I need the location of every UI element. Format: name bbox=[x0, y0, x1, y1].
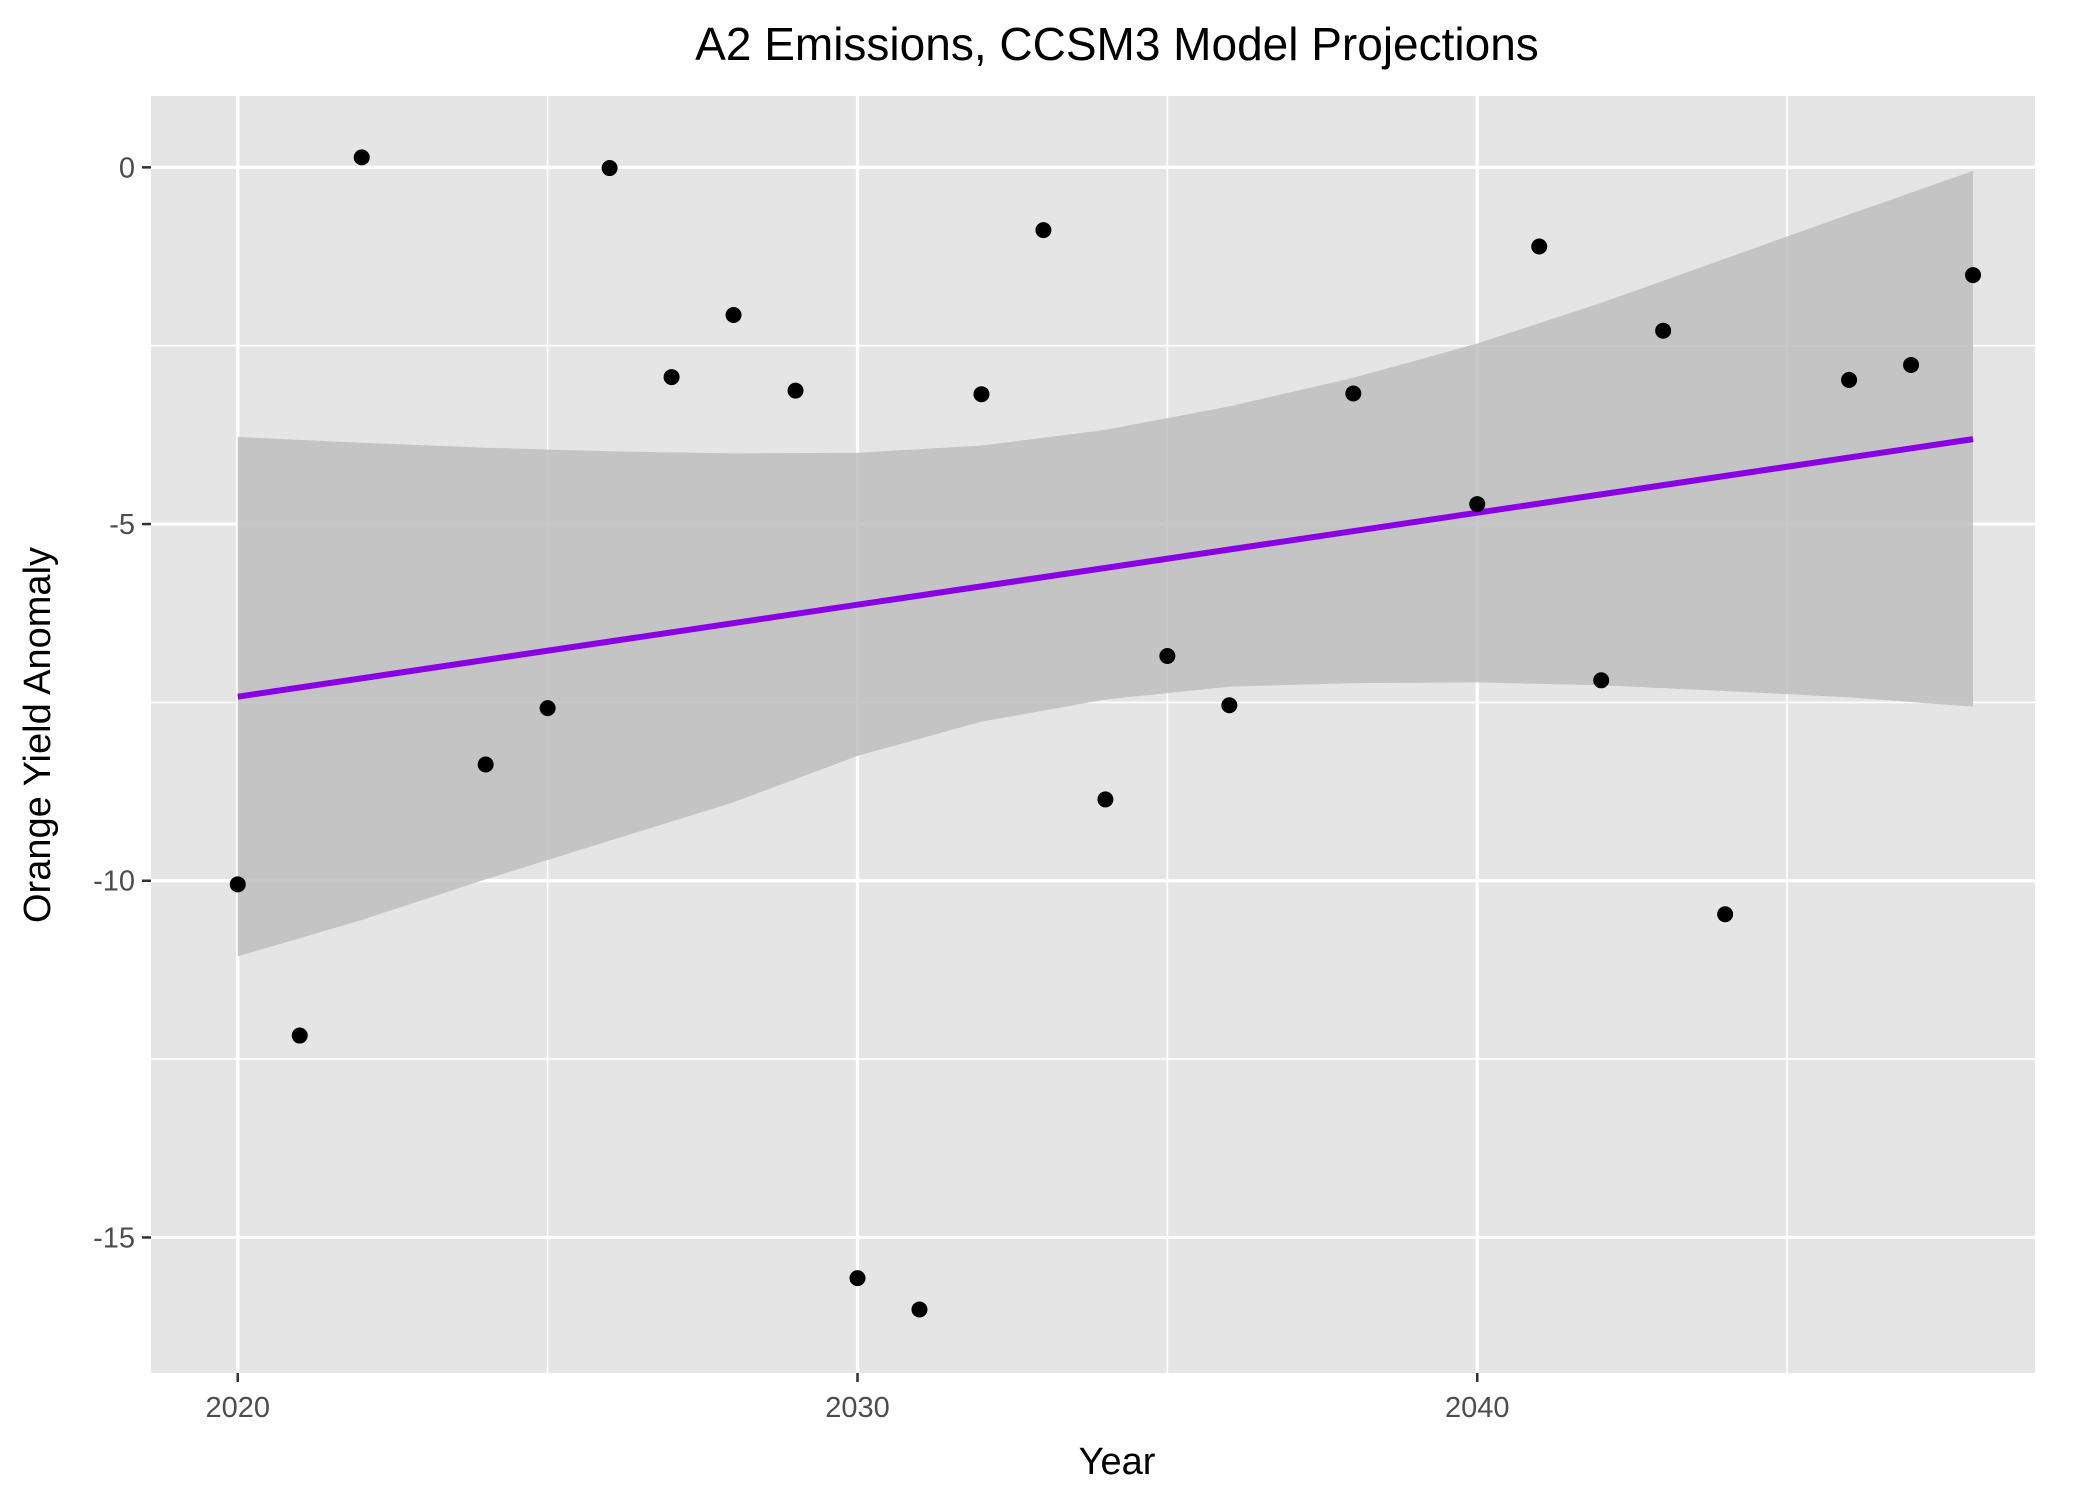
data-point bbox=[291, 1027, 308, 1044]
y-tick-label: -10 bbox=[93, 866, 135, 898]
y-tick-label: -15 bbox=[93, 1222, 135, 1254]
data-points bbox=[229, 149, 1982, 1318]
data-point bbox=[1965, 267, 1982, 284]
data-point bbox=[1469, 496, 1486, 513]
data-point bbox=[787, 382, 804, 399]
data-point bbox=[1345, 385, 1362, 402]
data-point bbox=[353, 149, 370, 166]
data-point bbox=[477, 756, 494, 773]
x-axis: 2020 2030 2040 bbox=[206, 1373, 1510, 1424]
y-axis: 0 -5 -10 -15 bbox=[93, 152, 151, 1254]
data-point bbox=[1159, 648, 1176, 665]
trend-line bbox=[237, 436, 1974, 700]
data-point bbox=[1717, 906, 1734, 923]
x-tick-label: 2040 bbox=[1445, 1392, 1510, 1424]
data-point bbox=[229, 876, 246, 893]
y-tick-label: 0 bbox=[119, 152, 135, 184]
x-axis-title: Year bbox=[1079, 1441, 1156, 1483]
x-tick-label: 2030 bbox=[825, 1392, 890, 1424]
data-point bbox=[973, 386, 990, 403]
data-point bbox=[911, 1301, 928, 1318]
data-point bbox=[1903, 356, 1920, 373]
data-point bbox=[1655, 322, 1672, 339]
confidence-band bbox=[237, 170, 1974, 957]
data-point bbox=[849, 1270, 866, 1287]
data-point bbox=[539, 700, 556, 717]
data-point bbox=[1035, 222, 1052, 239]
y-axis-title: Orange Yield Anomaly bbox=[17, 547, 59, 923]
data-point bbox=[725, 307, 742, 324]
data-point bbox=[1841, 371, 1858, 388]
data-point bbox=[1593, 672, 1610, 689]
data-point bbox=[1221, 697, 1238, 714]
data-point bbox=[663, 369, 680, 386]
x-tick-label: 2020 bbox=[206, 1392, 271, 1424]
chart-title: A2 Emissions, CCSM3 Model Projections bbox=[695, 18, 1539, 70]
data-point bbox=[1531, 238, 1548, 255]
y-tick-label: -5 bbox=[109, 509, 135, 541]
data-point bbox=[601, 160, 618, 177]
data-point bbox=[1097, 791, 1114, 808]
